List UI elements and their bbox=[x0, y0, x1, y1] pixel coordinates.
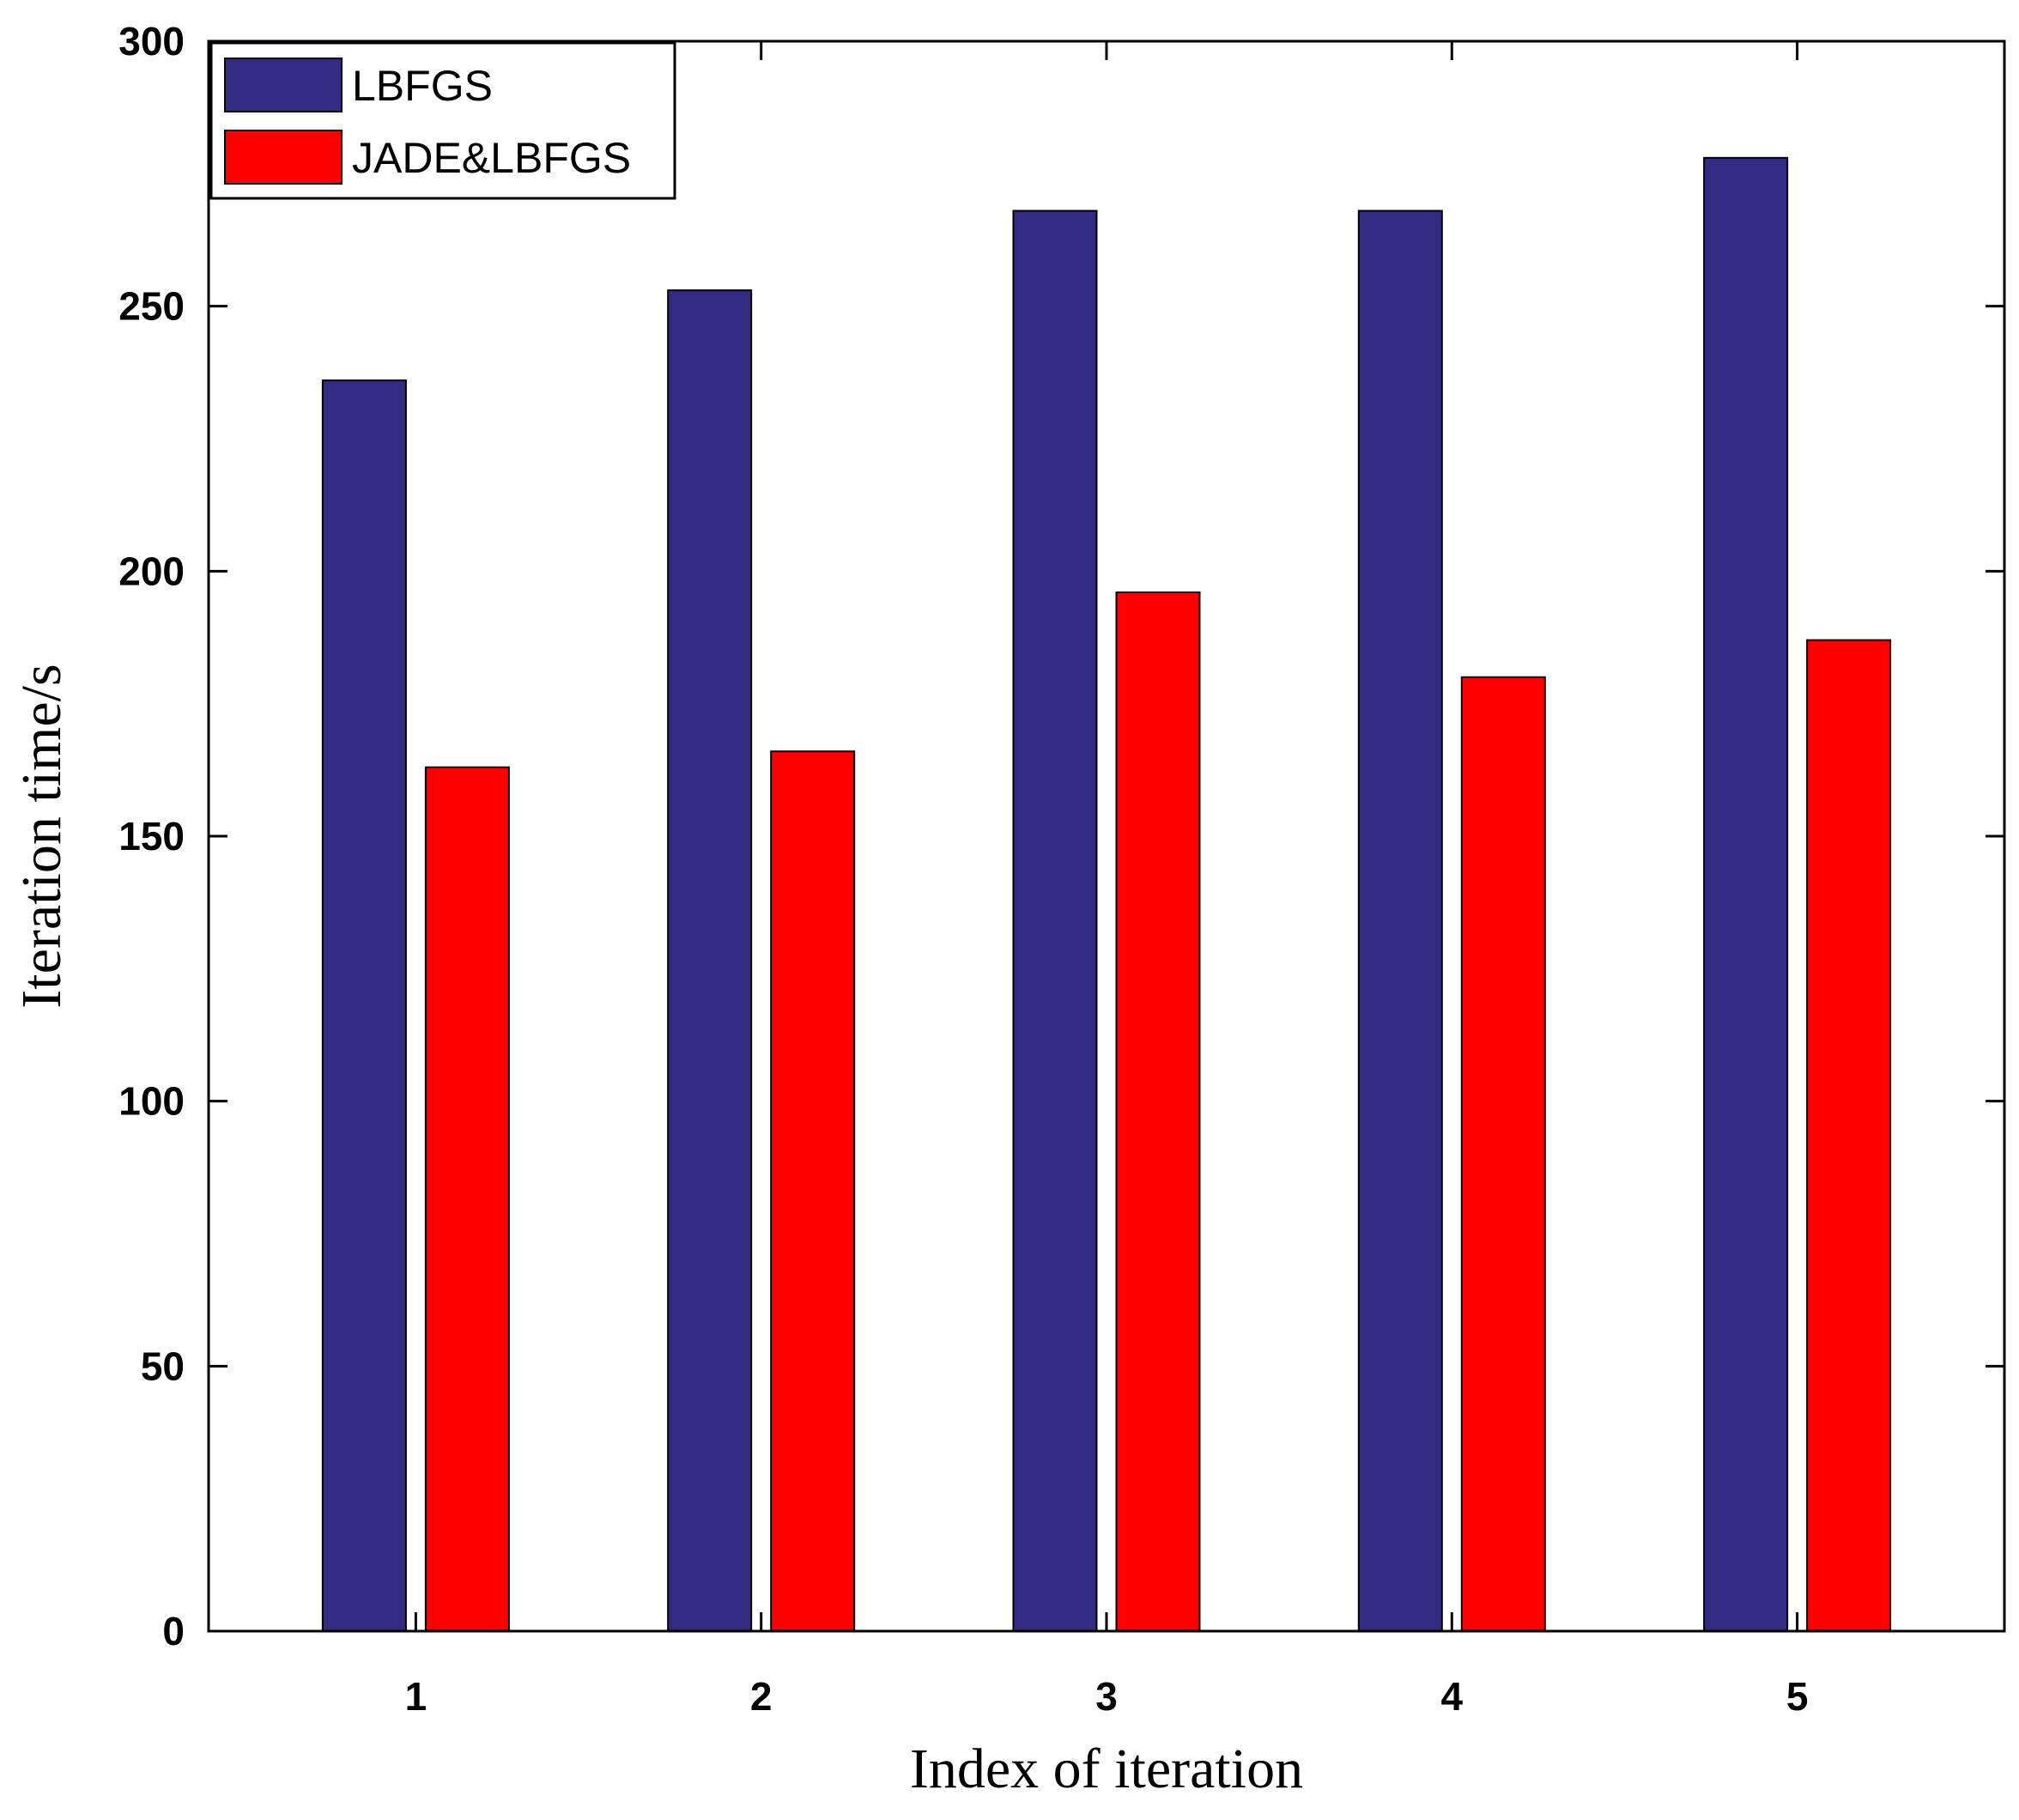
bar-jade-lbfgs-4 bbox=[1460, 676, 1546, 1632]
bar-jade-lbfgs-2 bbox=[770, 750, 856, 1632]
bar-jade-lbfgs-1 bbox=[424, 766, 510, 1632]
legend-swatch-jade-lbfgs bbox=[224, 130, 343, 185]
legend-label-lbfgs: LBFGS bbox=[352, 62, 493, 110]
x-tick-label: 1 bbox=[405, 1674, 427, 1719]
y-tick-label: 300 bbox=[118, 19, 185, 64]
bar-jade-lbfgs-3 bbox=[1115, 592, 1201, 1633]
legend: LBFGS JADE&LBFGS bbox=[209, 41, 676, 200]
y-tick-label: 50 bbox=[141, 1344, 185, 1388]
x-tick-label: 2 bbox=[750, 1674, 773, 1719]
x-tick-label: 4 bbox=[1441, 1674, 1464, 1719]
plot-frame bbox=[207, 39, 2006, 1633]
bar-lbfgs-2 bbox=[667, 289, 753, 1633]
x-tick-label: 3 bbox=[1095, 1674, 1118, 1719]
legend-swatch-lbfgs bbox=[224, 58, 343, 112]
y-tick-label: 150 bbox=[118, 814, 185, 858]
y-tick-label: 0 bbox=[162, 1609, 185, 1653]
bar-lbfgs-5 bbox=[1703, 156, 1789, 1632]
x-axis-title: Index of iteration bbox=[910, 1738, 1303, 1800]
y-tick-label: 250 bbox=[118, 284, 185, 329]
bar-jade-lbfgs-5 bbox=[1806, 639, 1892, 1632]
bar-lbfgs-1 bbox=[321, 379, 407, 1632]
bar-lbfgs-4 bbox=[1357, 209, 1443, 1633]
legend-label-jade-lbfgs: JADE&LBFGS bbox=[352, 134, 631, 182]
y-tick-label: 200 bbox=[118, 549, 185, 593]
x-tick-label: 5 bbox=[1786, 1674, 1809, 1719]
ticks-group: 0 50 100 150 200 250 300 1 2 3 4 5 bbox=[118, 19, 2004, 1719]
bar-lbfgs-3 bbox=[1012, 209, 1098, 1633]
y-axis-title: Iteration time/s bbox=[10, 664, 73, 1008]
bars-group bbox=[321, 156, 1892, 1633]
y-tick-label: 100 bbox=[118, 1079, 185, 1124]
